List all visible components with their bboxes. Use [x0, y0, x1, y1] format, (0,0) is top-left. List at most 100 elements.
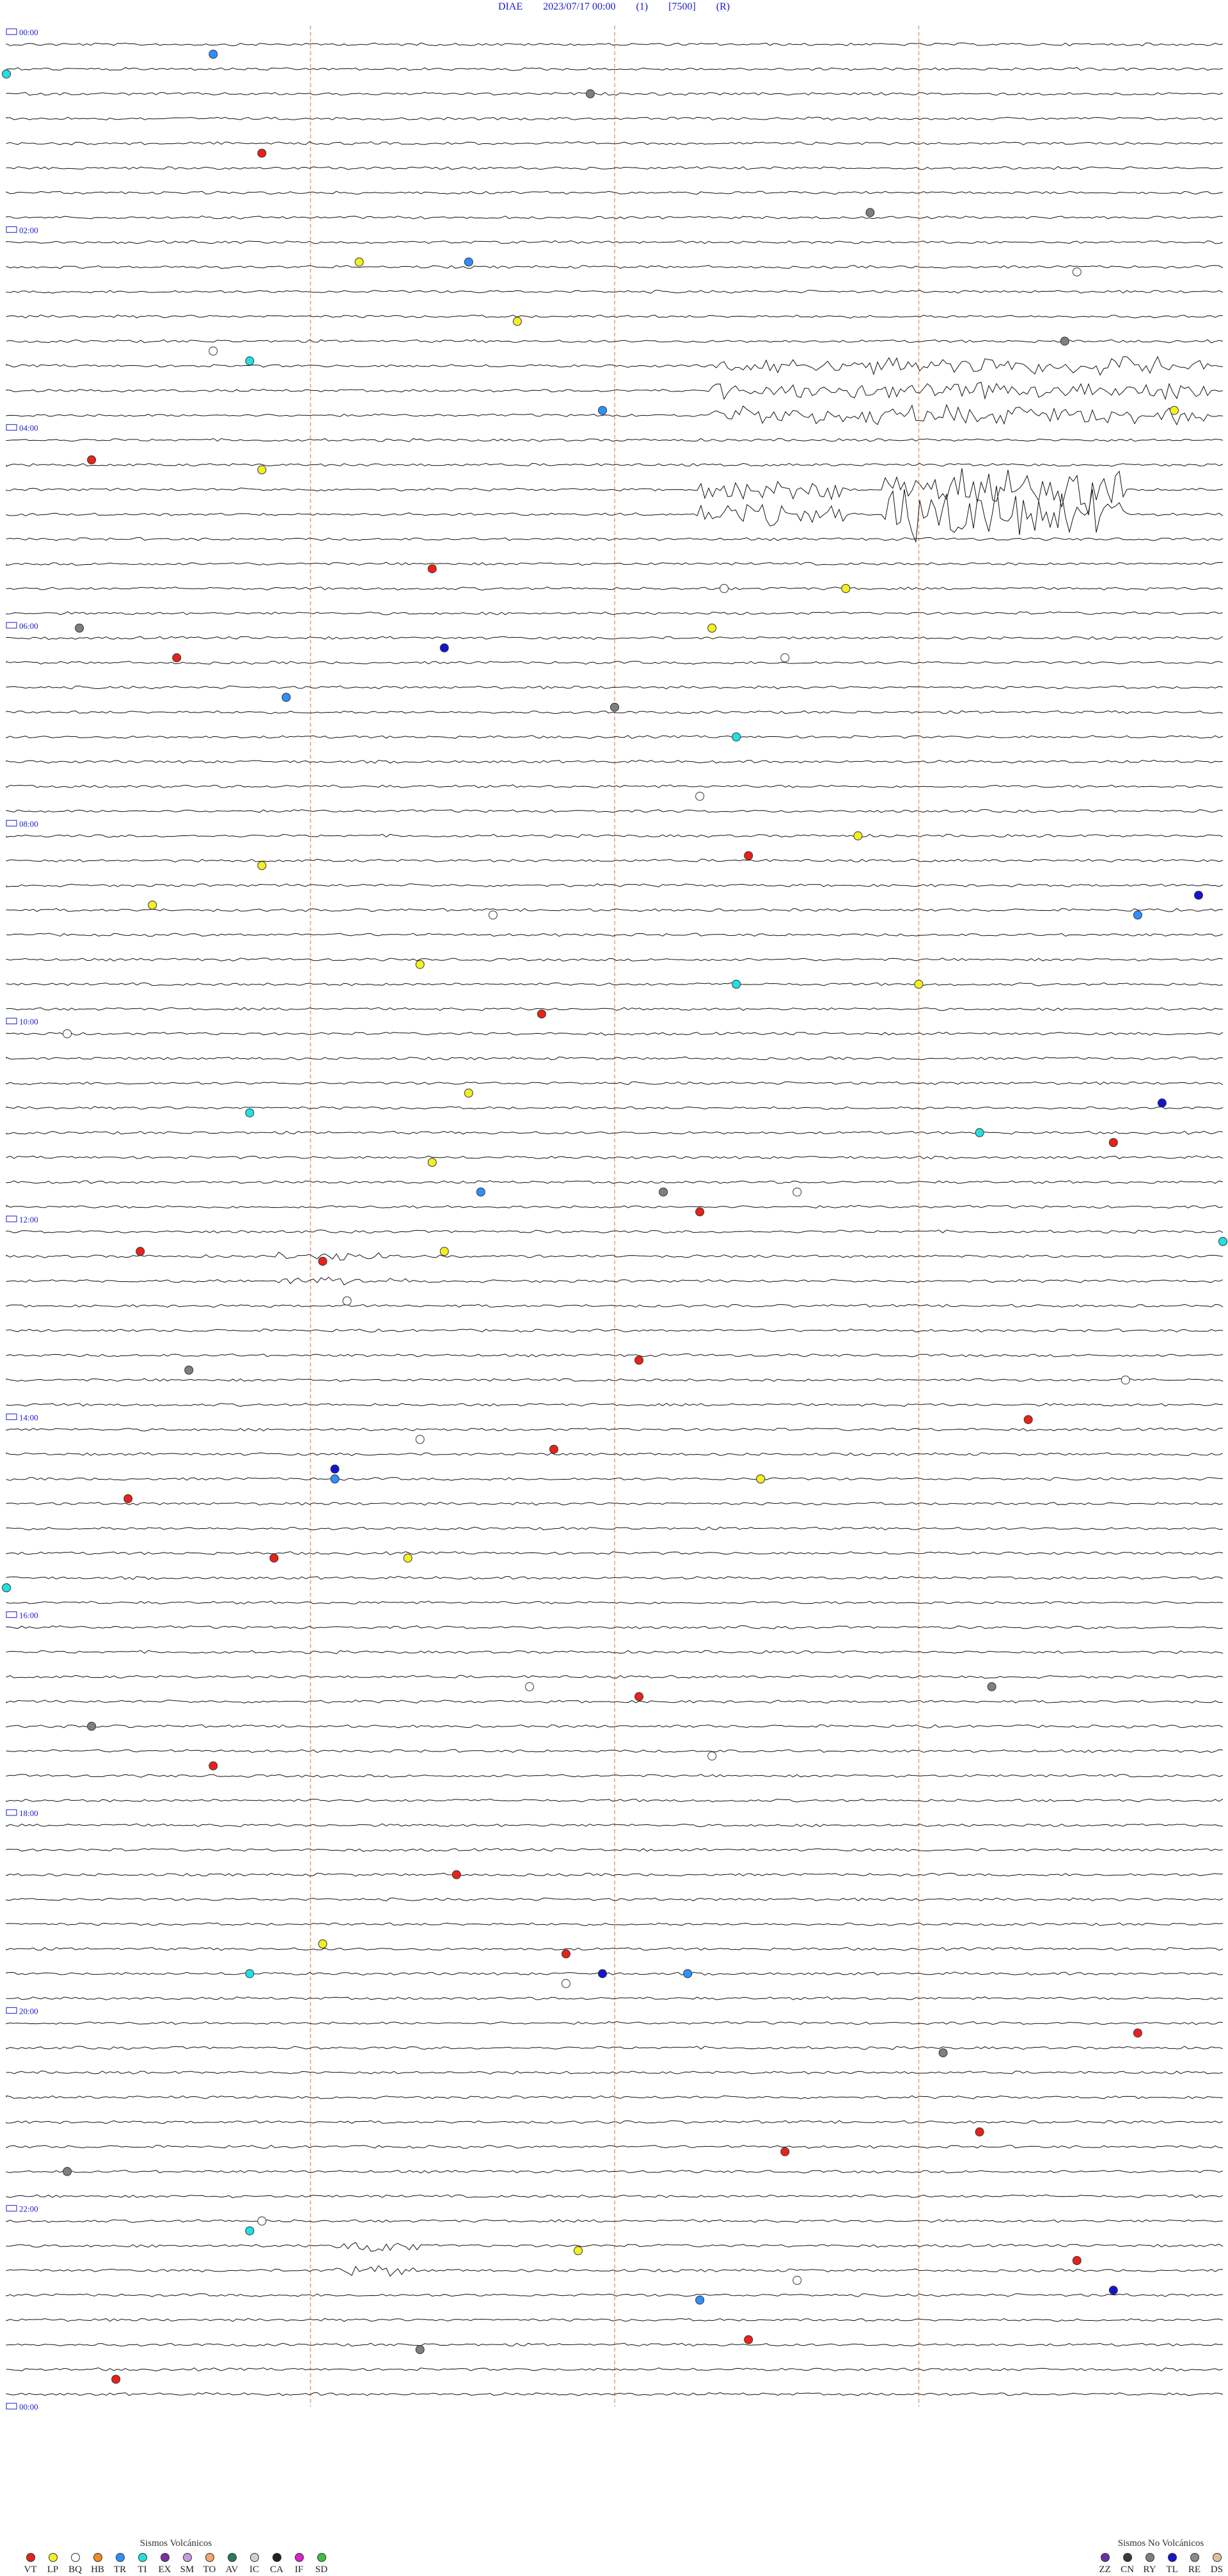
- event-marker-bq: [63, 1029, 72, 1038]
- legend-item-ca: CA: [265, 2553, 288, 2575]
- legend-dot: [93, 2553, 102, 2562]
- event-marker-tl: [597, 1969, 607, 1979]
- legend-label: EX: [158, 2564, 171, 2575]
- time-marker: [6, 2007, 17, 2014]
- trace-65: [6, 1650, 1224, 1654]
- trace-30: [6, 784, 1223, 788]
- legend-item-vt: VT: [19, 2553, 42, 2575]
- legend-label: CA: [270, 2564, 283, 2575]
- legend-label: DS: [1210, 2564, 1224, 2575]
- trace-35: [6, 908, 1224, 912]
- trace-40: [6, 1031, 1224, 1036]
- event-marker-vt: [634, 1355, 644, 1365]
- legend-label: BQ: [68, 2564, 82, 2575]
- event-marker-av: [659, 1187, 668, 1197]
- event-marker-bq: [342, 1296, 352, 1306]
- time-label: 12:00: [19, 1215, 38, 1224]
- trace-33: [6, 858, 1224, 863]
- legend-item-av: AV: [221, 2553, 243, 2575]
- trace-52: [6, 1328, 1224, 1333]
- trace-32: [6, 834, 1224, 838]
- trace-50: [6, 1276, 1224, 1286]
- trace-37: [6, 958, 1224, 962]
- legend-item-ti: TI: [131, 2553, 154, 2575]
- trace-2: [6, 91, 1224, 96]
- time-marker: [6, 28, 17, 35]
- legend-dot: [1167, 2553, 1177, 2562]
- trace-26: [6, 685, 1224, 690]
- legend-item-tl: TL: [1161, 2553, 1183, 2575]
- event-marker-vt: [136, 1247, 145, 1256]
- trace-81: [6, 2046, 1224, 2050]
- trace-47: [6, 1205, 1224, 1209]
- trace-71: [6, 1798, 1224, 1803]
- legend-label: SD: [315, 2564, 328, 2575]
- record-datetime: 2023/07/17 00:00: [543, 1, 616, 12]
- event-marker-vt: [1072, 2256, 1082, 2265]
- event-marker-vt: [427, 564, 437, 574]
- event-marker-lp: [914, 979, 924, 989]
- legend-dot: [249, 2553, 259, 2562]
- event-marker-bq: [792, 1187, 802, 1197]
- legend-item-if: IF: [288, 2553, 310, 2575]
- event-marker-ti: [245, 1969, 255, 1979]
- legend-dot: [26, 2553, 35, 2562]
- trace-72: [6, 1823, 1224, 1828]
- legend-item-ry: RY: [1138, 2553, 1161, 2575]
- time-label: 02:00: [19, 225, 38, 235]
- trace-57: [6, 1452, 1224, 1457]
- legend-item-re: RE: [1183, 2553, 1206, 2575]
- trace-9: [6, 265, 1224, 269]
- event-marker-vt: [537, 1009, 546, 1019]
- event-marker-av: [415, 2345, 425, 2355]
- trace-58: [6, 1477, 1224, 1481]
- event-marker-bq: [792, 2275, 802, 2285]
- trace-62: [6, 1576, 1224, 1580]
- trace-87: [6, 2194, 1224, 2199]
- event-marker-hb: [330, 1474, 340, 1483]
- event-marker-av: [938, 2048, 948, 2058]
- trace-60: [6, 1526, 1224, 1531]
- event-marker-vt: [561, 1949, 571, 1959]
- event-marker-hb: [695, 2295, 705, 2305]
- event-marker-lp: [573, 2246, 583, 2256]
- event-marker-lp: [756, 1474, 766, 1483]
- trace-69: [6, 1749, 1224, 1753]
- legend-nonvolcanic-items: ZZ CN RY TL RE DS: [1094, 2553, 1228, 2575]
- trace-44: [6, 1130, 1224, 1135]
- event-marker-bq: [707, 1751, 717, 1761]
- component-id: (1): [636, 1, 649, 12]
- time-label: 14:00: [19, 1412, 38, 1422]
- time-marker: [6, 1018, 17, 1025]
- event-marker-hb: [683, 1969, 693, 1979]
- trace-19: [6, 486, 1224, 542]
- event-marker-lp: [427, 1158, 437, 1167]
- trace-86: [6, 2169, 1224, 2174]
- time-marker: [6, 1215, 17, 1222]
- trace-51: [6, 1304, 1224, 1308]
- trace-83: [6, 2095, 1224, 2099]
- legend-item-ds: DS: [1206, 2553, 1228, 2575]
- event-marker-tl: [1157, 1098, 1167, 1108]
- event-marker-vt: [780, 2147, 790, 2156]
- legend-item-ic: IC: [243, 2553, 265, 2575]
- event-marker-bq: [1121, 1375, 1130, 1385]
- time-marker: [6, 424, 17, 431]
- time-marker: [6, 1413, 17, 1420]
- trace-73: [6, 1847, 1224, 1852]
- trace-94: [6, 2367, 1224, 2372]
- event-marker-bq: [780, 653, 790, 663]
- legend-dot: [70, 2553, 80, 2562]
- event-marker-lp: [853, 831, 863, 841]
- event-marker-lp: [354, 257, 364, 267]
- legend-dot: [160, 2553, 169, 2562]
- legend-dot: [1190, 2553, 1199, 2562]
- legend-item-sd: SD: [310, 2553, 333, 2575]
- event-marker-ti: [245, 2226, 255, 2236]
- event-marker-vt: [257, 148, 267, 158]
- event-marker-vt: [452, 1870, 461, 1879]
- trace-84: [6, 2120, 1224, 2124]
- trace-41: [6, 1056, 1223, 1061]
- event-marker-av: [87, 1721, 97, 1731]
